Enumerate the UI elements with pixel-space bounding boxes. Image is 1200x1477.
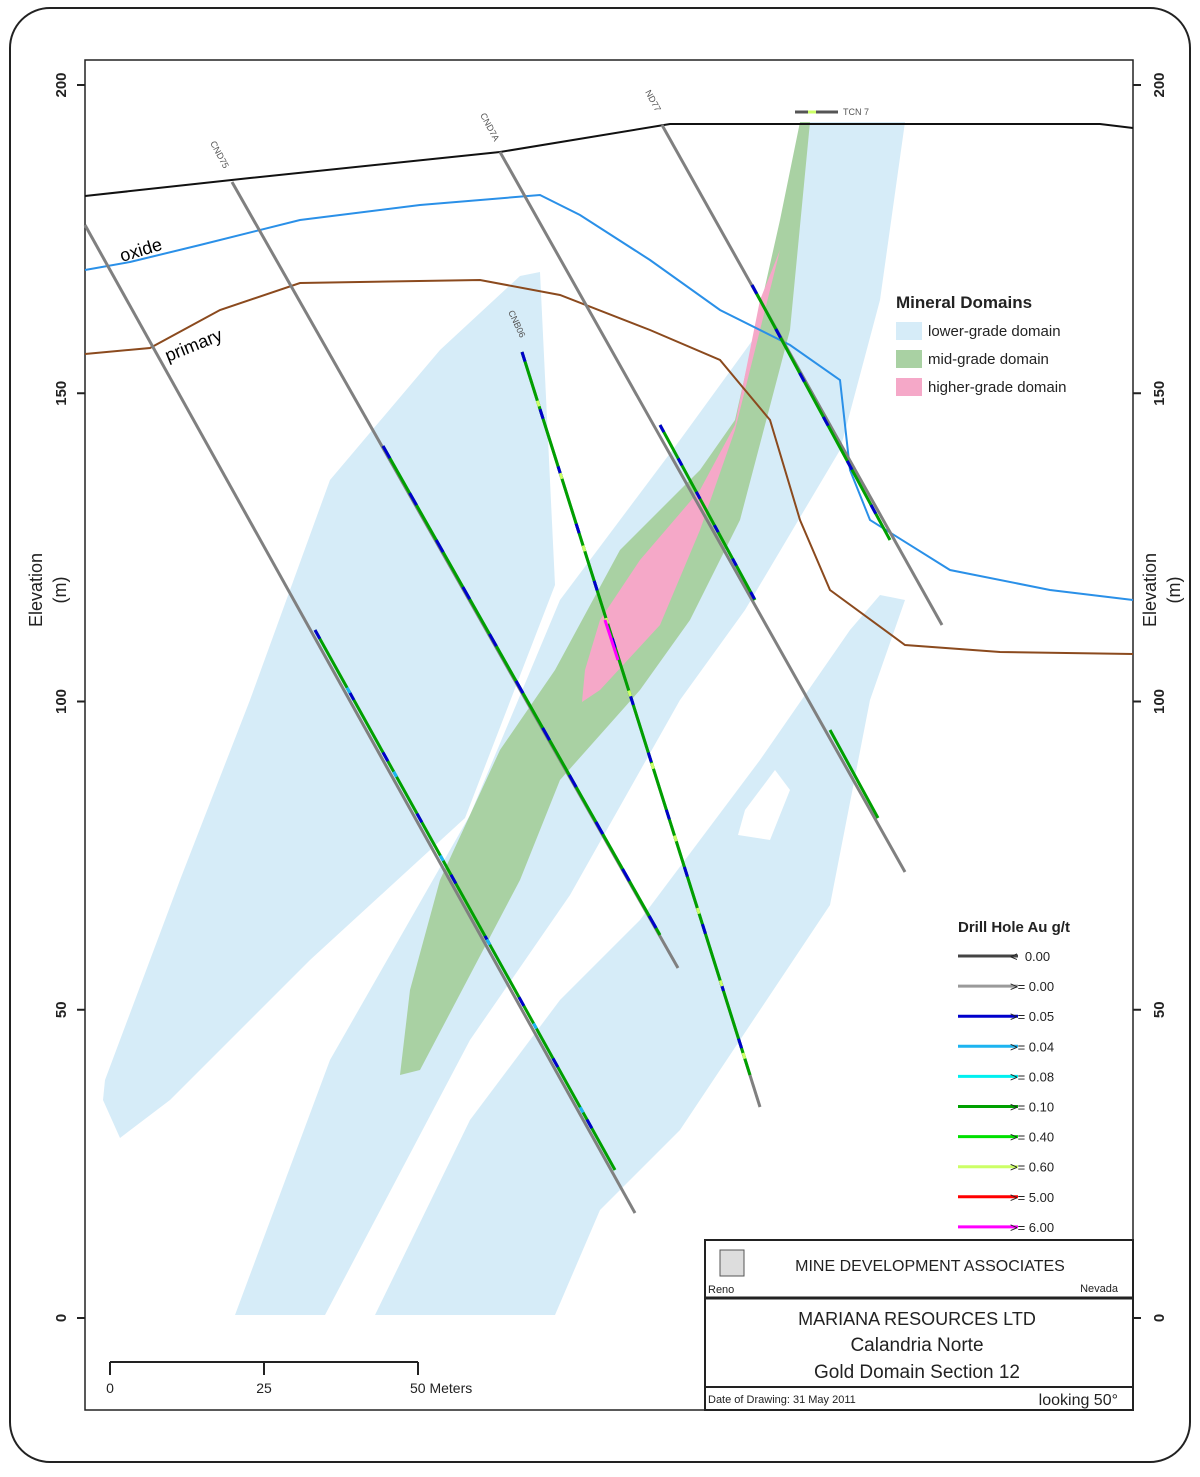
legend-label: >= 0.08 bbox=[1010, 1069, 1054, 1084]
legend-label: >= 0.60 bbox=[1010, 1160, 1054, 1175]
scale-label: 50 Meters bbox=[410, 1380, 472, 1396]
tick-label: 50 bbox=[53, 1001, 70, 1018]
legend-title: Drill Hole Au g/t bbox=[958, 919, 1070, 936]
client: MARIANA RESOURCES LTD bbox=[798, 1309, 1036, 1329]
legend-swatch bbox=[896, 322, 922, 340]
legend-label: >= 0.10 bbox=[1010, 1100, 1054, 1115]
tick-label: 200 bbox=[1151, 72, 1168, 97]
tick-label: 150 bbox=[1151, 381, 1168, 406]
section-map: oxide primary CND75 CND7A CNB06 ND77 TCN… bbox=[0, 0, 1200, 1472]
legend-label: higher-grade domain bbox=[928, 379, 1066, 396]
company: MINE DEVELOPMENT ASSOCIATES bbox=[795, 1258, 1065, 1275]
date: Date of Drawing: 31 May 2011 bbox=[708, 1394, 856, 1406]
axis-title: Elevation bbox=[1140, 553, 1160, 627]
project: Calandria Norte bbox=[850, 1335, 983, 1356]
tick-label: 100 bbox=[1151, 689, 1168, 714]
scale-label: 0 bbox=[106, 1380, 114, 1396]
tick-label: 0 bbox=[1151, 1314, 1168, 1322]
legend-label: < 0.00 bbox=[1010, 949, 1050, 964]
state: Nevada bbox=[1080, 1283, 1119, 1295]
tick-label: 100 bbox=[53, 689, 70, 714]
legend-label: >= 0.05 bbox=[1010, 1009, 1054, 1024]
tick-label: 50 bbox=[1151, 1001, 1168, 1018]
legend-label: >= 0.00 bbox=[1010, 979, 1054, 994]
legend-swatch bbox=[896, 378, 922, 396]
legend-swatch bbox=[896, 350, 922, 368]
domain-legend: lower-grade domain mid-grade domain higher… bbox=[896, 322, 1066, 396]
legend-label: mid-grade domain bbox=[928, 351, 1049, 368]
hole-label: TCN 7 bbox=[843, 107, 869, 117]
axis-title: Elevation bbox=[26, 553, 46, 627]
legend-label: >= 0.04 bbox=[1010, 1039, 1054, 1054]
axis-unit: (m) bbox=[50, 577, 70, 604]
tick-label: 200 bbox=[53, 72, 70, 97]
section: Gold Domain Section 12 bbox=[814, 1362, 1020, 1383]
scale-label: 25 bbox=[256, 1380, 272, 1396]
tick-label: 150 bbox=[53, 381, 70, 406]
legend-label: >= 6.00 bbox=[1010, 1220, 1054, 1235]
legend-label: lower-grade domain bbox=[928, 323, 1061, 340]
city: Reno bbox=[708, 1284, 734, 1296]
view: looking 50° bbox=[1039, 1392, 1118, 1409]
logo bbox=[720, 1250, 744, 1276]
legend-title: Mineral Domains bbox=[896, 293, 1032, 312]
legend-label: >= 5.00 bbox=[1010, 1190, 1054, 1205]
axis-unit: (m) bbox=[1164, 577, 1184, 604]
legend-label: >= 0.40 bbox=[1010, 1130, 1054, 1145]
tick-label: 0 bbox=[53, 1314, 70, 1322]
